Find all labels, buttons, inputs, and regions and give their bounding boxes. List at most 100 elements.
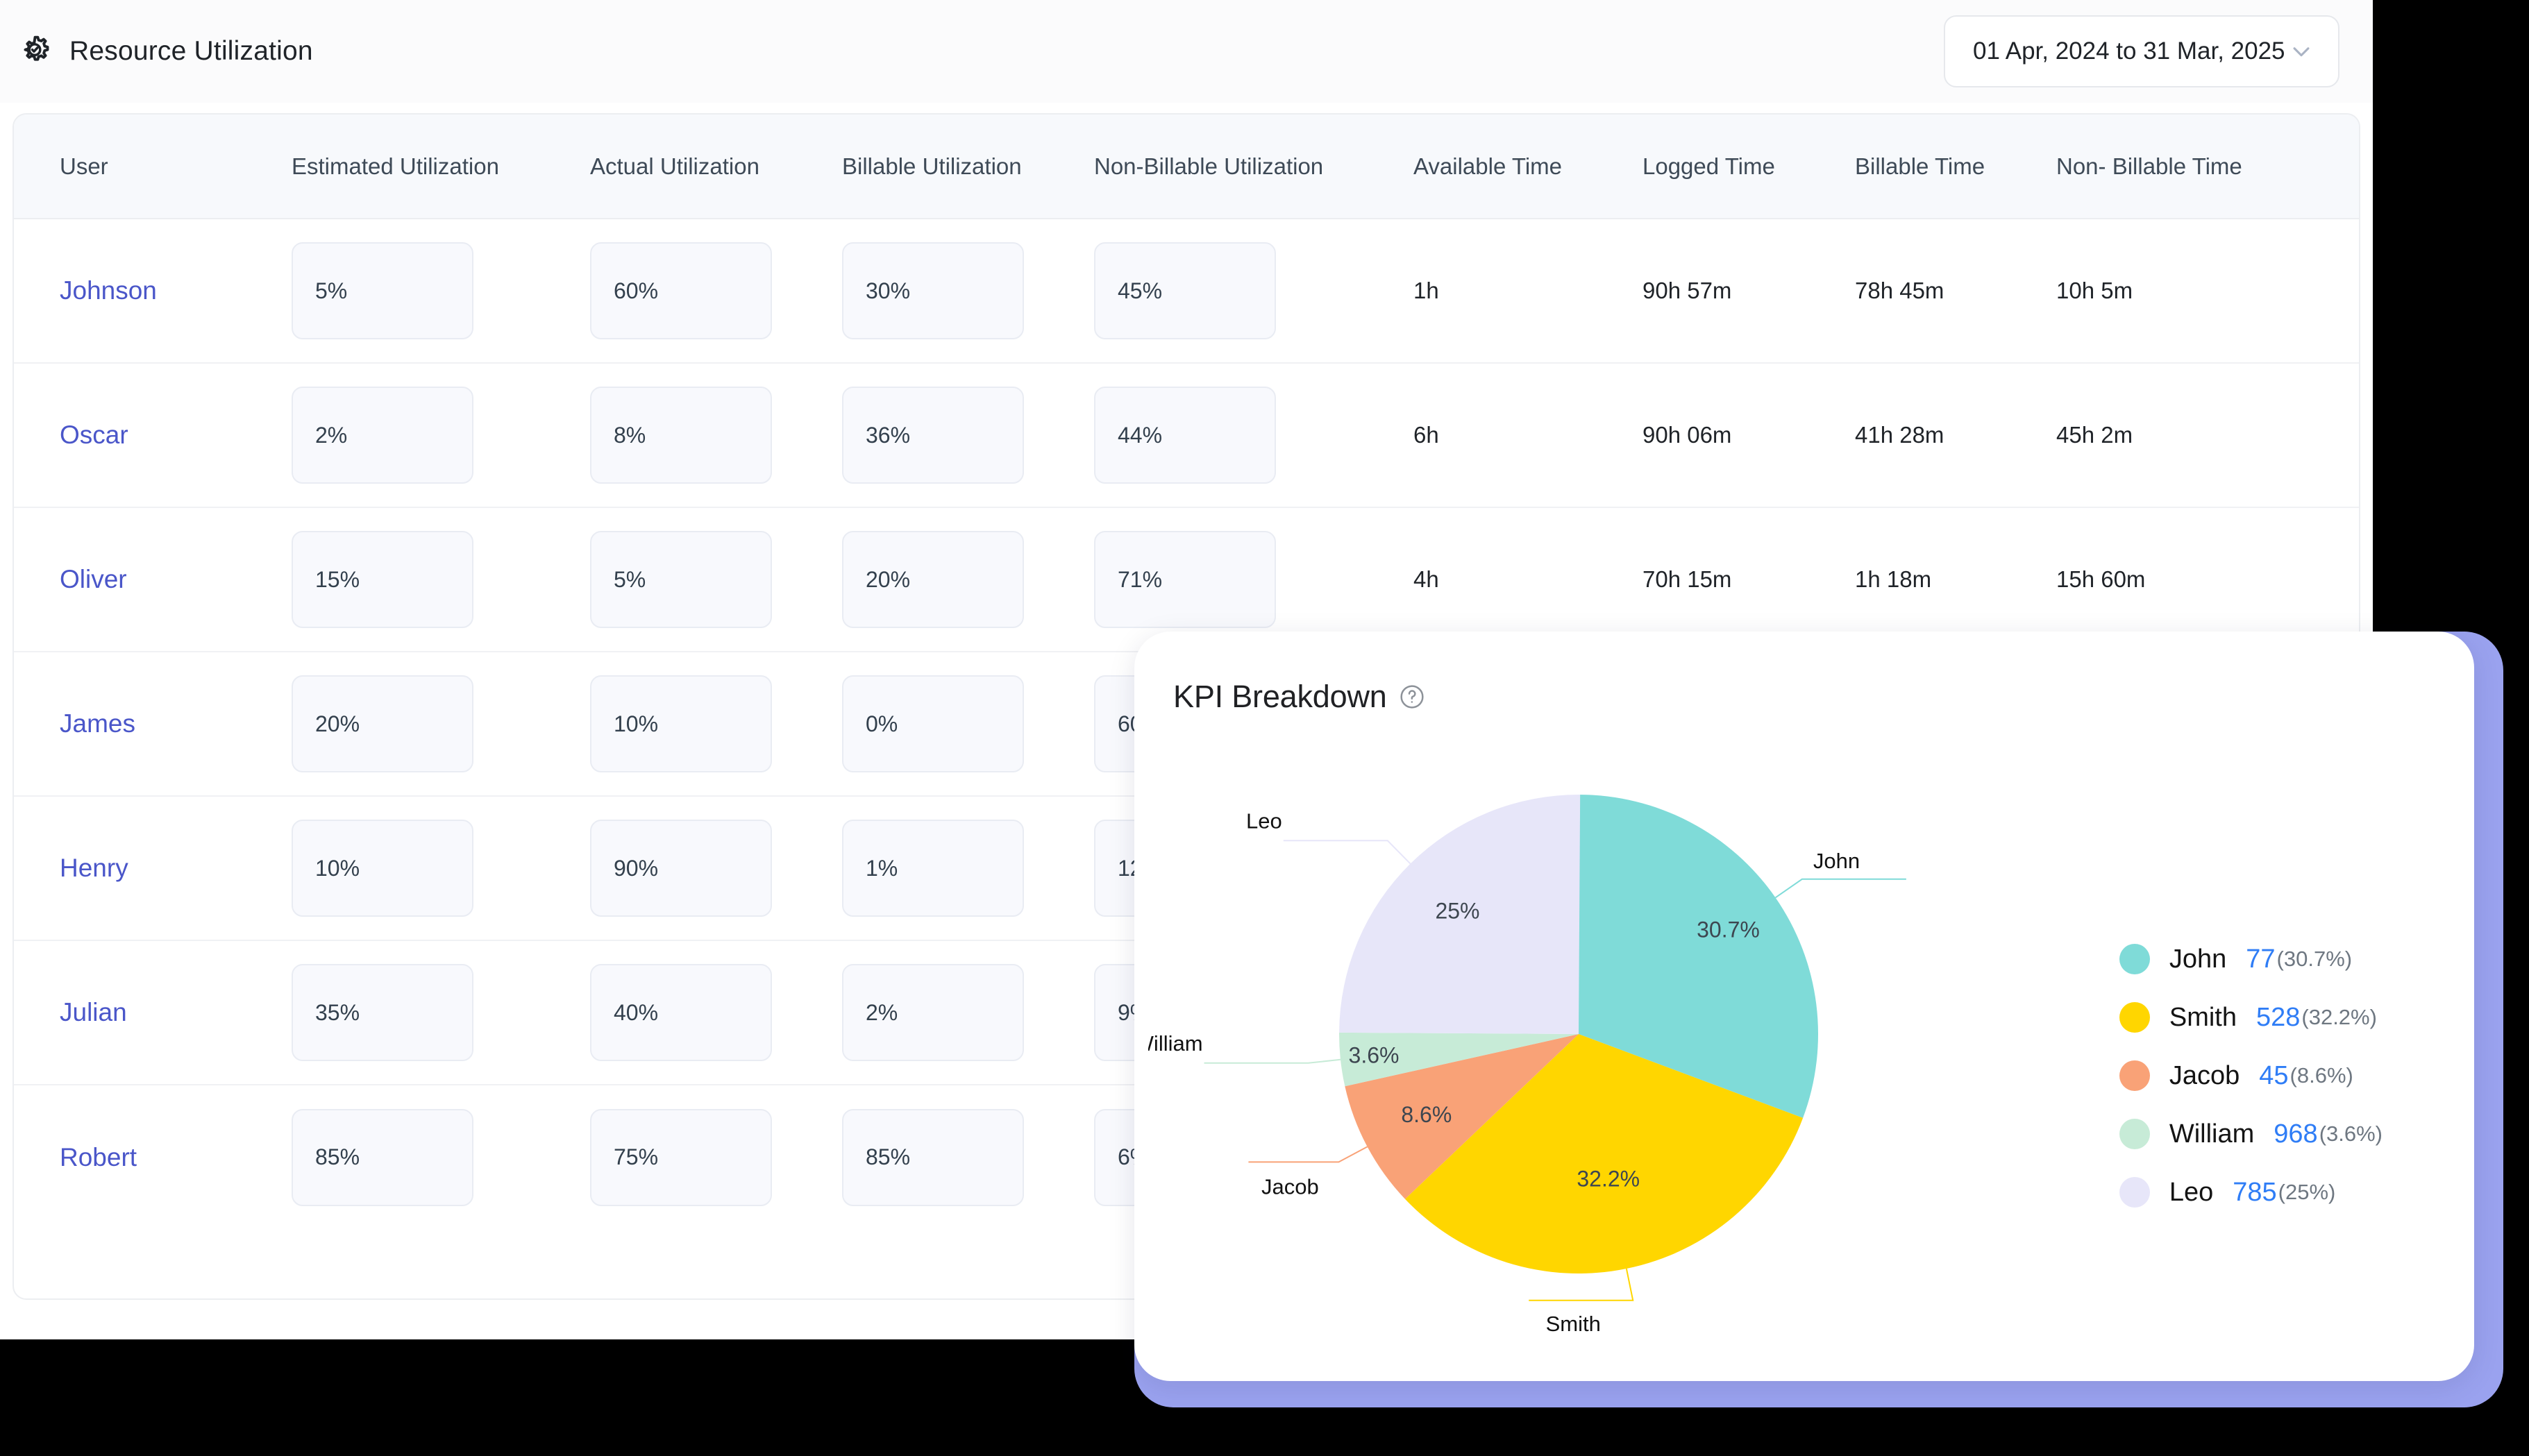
- actual-utilization-input[interactable]: 75%: [590, 1108, 772, 1206]
- user-link[interactable]: Robert: [60, 1142, 137, 1171]
- pie-slice-percent-label: 8.6%: [1401, 1102, 1452, 1127]
- pie-leader-line: [1283, 840, 1411, 865]
- date-range-picker[interactable]: 01 Apr, 2024 to 31 Mar, 2025: [1944, 15, 2339, 87]
- user-link[interactable]: Henry: [60, 854, 128, 882]
- pie-slice[interactable]: [1404, 1034, 1804, 1273]
- pie-slice-percent-label: 30.7%: [1697, 917, 1760, 942]
- column-header-estimated-utilization[interactable]: Estimated Utilization: [292, 115, 590, 219]
- actual-utilization-input[interactable]: 90%: [590, 820, 772, 917]
- pie-slice[interactable]: [1339, 795, 1581, 1034]
- table-cell: 10%: [590, 652, 842, 797]
- non-billable-utilization-input[interactable]: 45%: [1094, 242, 1276, 339]
- table-cell: 45%: [1094, 219, 1413, 364]
- table-cell: 0%: [842, 652, 1094, 797]
- legend-color-dot: [2119, 1002, 2150, 1033]
- pie-slice-percent-label: 32.2%: [1577, 1167, 1640, 1192]
- top-header-bar: Resource Utilization 01 Apr, 2024 to 31 …: [0, 0, 2373, 103]
- question-circle-icon[interactable]: [1398, 683, 1426, 711]
- billable-utilization-input[interactable]: 85%: [842, 1108, 1024, 1206]
- actual-utilization-input[interactable]: 40%: [590, 964, 772, 1061]
- billable-utilization-input[interactable]: 0%: [842, 675, 1024, 772]
- actual-utilization-input[interactable]: 8%: [590, 387, 772, 484]
- table-head: User Estimated Utilization Actual Utiliz…: [14, 115, 2359, 219]
- pie-slice-name-label: Smith: [1546, 1312, 1601, 1336]
- table-cell: 20%: [842, 507, 1094, 652]
- estimated-utilization-input[interactable]: 10%: [292, 820, 473, 917]
- logged-time-value: 90h 06m: [1642, 363, 1855, 508]
- chevron-down-icon: [2289, 40, 2313, 63]
- user-link[interactable]: Julian: [60, 998, 127, 1026]
- column-header-billable-utilization[interactable]: Billable Utilization: [842, 115, 1094, 219]
- table-row: Johnson 5% 60% 30% 45% 1h 90h 57m 78h 45m 10h 5m: [14, 219, 2359, 364]
- legend-percent: (3.6%): [2319, 1121, 2383, 1146]
- legend-color-dot: [2119, 1060, 2150, 1091]
- legend-percent: (8.6%): [2289, 1063, 2353, 1087]
- table-row: Oscar: [14, 363, 292, 508]
- actual-utilization-input[interactable]: 60%: [590, 242, 772, 339]
- column-header-logged-time[interactable]: Logged Time: [1642, 115, 1855, 219]
- billable-utilization-input[interactable]: 30%: [842, 242, 1024, 339]
- non-billable-utilization-input[interactable]: 71%: [1094, 531, 1276, 628]
- estimated-utilization-input[interactable]: 5%: [292, 242, 473, 339]
- pie-slice[interactable]: [1579, 795, 1818, 1118]
- pie-slice[interactable]: [1339, 1032, 1579, 1087]
- table-cell: 5%: [590, 507, 842, 652]
- table-cell: 5%: [292, 219, 590, 364]
- estimated-utilization-input[interactable]: 35%: [292, 964, 473, 1061]
- table-cell: 40%: [590, 940, 842, 1085]
- table-cell: 1%: [842, 796, 1094, 941]
- legend-item[interactable]: William 968 (3.6%): [2119, 1119, 2383, 1149]
- user-link[interactable]: Oscar: [60, 421, 128, 449]
- date-range-value: 01 Apr, 2024 to 31 Mar, 2025: [1973, 37, 2285, 65]
- column-header-non-billable-utilization[interactable]: Non-Billable Utilization: [1094, 115, 1413, 219]
- legend-label: Leo: [2169, 1177, 2214, 1207]
- legend-item[interactable]: Jacob 45 (8.6%): [2119, 1060, 2383, 1091]
- pie-slice[interactable]: [1345, 1034, 1579, 1199]
- billable-utilization-input[interactable]: 36%: [842, 387, 1024, 484]
- table-row: James: [14, 652, 292, 797]
- column-header-billable-time[interactable]: Billable Time: [1855, 115, 2056, 219]
- user-link[interactable]: Oliver: [60, 565, 127, 593]
- page-title: Resource Utilization: [69, 36, 313, 66]
- billable-time-value: 1h 18m: [1855, 507, 2056, 652]
- user-link[interactable]: James: [60, 709, 135, 738]
- pie-leader-line: [1204, 1058, 1341, 1064]
- legend-percent: (32.2%): [2301, 1005, 2377, 1029]
- billable-utilization-input[interactable]: 1%: [842, 820, 1024, 917]
- table-row: Johnson: [14, 219, 292, 364]
- logged-time-value: 90h 57m: [1642, 219, 1855, 364]
- legend-item[interactable]: Leo 785 (25%): [2119, 1177, 2383, 1208]
- column-header-user[interactable]: User: [14, 115, 292, 219]
- legend-label: William: [2169, 1119, 2255, 1149]
- kpi-body: 30.7% 32.2% 8.6% 3.6% 25% John Smith Jacob Willi…: [1134, 715, 2474, 1339]
- billable-utilization-input[interactable]: 20%: [842, 531, 1024, 628]
- user-link[interactable]: Johnson: [60, 276, 157, 305]
- table-cell: 71%: [1094, 507, 1413, 652]
- legend-item[interactable]: Smith 528 (32.2%): [2119, 1002, 2383, 1033]
- estimated-utilization-input[interactable]: 2%: [292, 387, 473, 484]
- legend-label: Smith: [2169, 1002, 2237, 1032]
- actual-utilization-input[interactable]: 10%: [590, 675, 772, 772]
- table-row: Oliver: [14, 507, 292, 652]
- legend-label: John: [2169, 944, 2227, 974]
- kpi-breakdown-panel: KPI Breakdown 30.7% 32.2% 8.6% 3.6% 25% John S…: [1134, 632, 2474, 1381]
- legend-color-dot: [2119, 944, 2150, 974]
- column-header-non-billable-time[interactable]: Non- Billable Time: [2056, 115, 2359, 219]
- available-time-value: 6h: [1413, 363, 1642, 508]
- legend-percent: (25%): [2278, 1180, 2336, 1204]
- estimated-utilization-input[interactable]: 15%: [292, 531, 473, 628]
- table-cell: 60%: [590, 219, 842, 364]
- table-cell: 30%: [842, 219, 1094, 364]
- column-header-available-time[interactable]: Available Time: [1413, 115, 1642, 219]
- table-row: Henry: [14, 796, 292, 941]
- table-cell: 2%: [292, 363, 590, 508]
- estimated-utilization-input[interactable]: 20%: [292, 675, 473, 772]
- legend-value: 45: [2259, 1060, 2289, 1090]
- billable-utilization-input[interactable]: 2%: [842, 964, 1024, 1061]
- actual-utilization-input[interactable]: 5%: [590, 531, 772, 628]
- estimated-utilization-input[interactable]: 85%: [292, 1108, 473, 1206]
- non-billable-utilization-input[interactable]: 44%: [1094, 387, 1276, 484]
- column-header-actual-utilization[interactable]: Actual Utilization: [590, 115, 842, 219]
- legend-item[interactable]: John 77 (30.7%): [2119, 944, 2383, 974]
- legend-percent: (30.7%): [2276, 947, 2353, 971]
